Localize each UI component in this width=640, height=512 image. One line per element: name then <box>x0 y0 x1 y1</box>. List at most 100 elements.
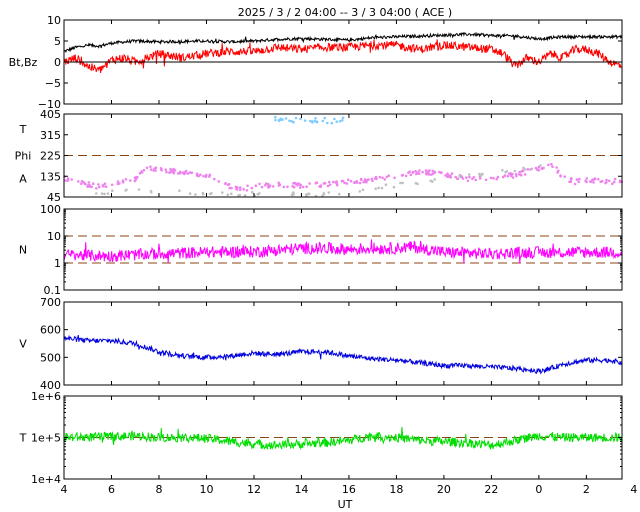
y-tick-label: 1 <box>54 257 61 270</box>
scatter-point <box>160 167 163 171</box>
x-tick-label: 18 <box>389 483 403 496</box>
scatter-point <box>424 169 428 172</box>
scatter-point <box>142 168 146 172</box>
scatter-point <box>392 185 396 189</box>
scatter-point <box>492 176 495 180</box>
scatter-point <box>373 177 377 180</box>
chart-title: 2025 / 3 / 2 04:00 -- 3 / 3 04:00 ( ACE … <box>238 6 452 19</box>
scatter-point <box>327 191 331 194</box>
panel-frame <box>63 113 623 198</box>
scatter-point <box>66 177 70 180</box>
scatter-point <box>86 185 90 188</box>
scatter-point <box>201 193 205 196</box>
scatter-point <box>293 181 297 185</box>
scatter-point <box>230 186 233 190</box>
scatter-point <box>335 120 339 123</box>
scatter-point <box>508 172 511 175</box>
scatter-point <box>358 190 362 193</box>
scatter-point <box>478 177 482 180</box>
scatter-point <box>84 182 87 186</box>
y-tick-label: 1e+4 <box>31 473 61 486</box>
scatter-point <box>319 185 323 189</box>
scatter-point <box>250 186 254 190</box>
y-tick-label: 0.1 <box>44 284 62 297</box>
scatter-point <box>290 193 294 197</box>
scatter-point <box>559 175 562 178</box>
scatter-point <box>484 178 488 182</box>
scatter-point <box>592 181 595 184</box>
scatter-point <box>296 182 299 186</box>
scatter-point <box>600 179 604 183</box>
scatter-point <box>149 168 153 171</box>
scatter-point <box>278 183 282 187</box>
panel-density: 100 10 1 0.1 N <box>19 203 623 297</box>
scatter-point <box>315 181 319 184</box>
scatter-point <box>613 180 616 184</box>
scatter-point <box>501 169 504 172</box>
scatter-point <box>91 182 95 185</box>
y-tick-label: 600 <box>40 324 61 337</box>
scatter-point <box>526 168 530 171</box>
scatter-point <box>613 177 617 181</box>
scatter-point <box>258 192 261 195</box>
scatter-point <box>87 181 91 184</box>
scatter-point <box>100 192 104 195</box>
scatter-point <box>333 117 336 121</box>
scatter-point <box>226 193 230 196</box>
scatter-point <box>153 167 156 171</box>
scatter-point <box>292 191 295 194</box>
scatter-point <box>360 178 363 181</box>
scatter-point <box>327 180 331 184</box>
scatter-point <box>118 182 121 185</box>
scatter-point <box>165 170 168 174</box>
panel-frame <box>63 301 623 386</box>
x-tick-label: 4 <box>61 483 68 496</box>
scatter-point <box>213 177 216 181</box>
scatter-point <box>251 191 254 194</box>
scatter-point <box>169 170 172 173</box>
y-tick-label: 0 <box>54 56 61 69</box>
scatter-point <box>145 166 149 170</box>
scatter-point <box>400 174 404 177</box>
scatter-point <box>563 175 566 178</box>
scatter-point <box>288 119 291 123</box>
scatter-point <box>106 192 110 195</box>
scatter-point <box>347 178 350 182</box>
scatter-point <box>349 179 353 183</box>
scatter-point <box>444 174 447 177</box>
scatter-point <box>505 170 509 173</box>
scatter-point <box>258 182 261 186</box>
scatter-point <box>204 175 208 178</box>
scatter-point <box>122 180 125 184</box>
scatter-point <box>474 178 478 182</box>
scatter-point <box>478 172 481 176</box>
scatter-point <box>133 179 137 183</box>
x-tick-label: 2 <box>583 483 590 496</box>
y-tick-label: 500 <box>40 351 61 364</box>
scatter-point <box>323 181 327 185</box>
scatter-point <box>228 186 231 190</box>
scatter-point <box>367 178 370 181</box>
scatter-point <box>322 193 326 196</box>
y-axis-label: A <box>19 173 27 186</box>
scatter-point <box>70 178 73 181</box>
scatter-point <box>110 183 114 187</box>
scatter-point <box>238 188 242 192</box>
scatter-point <box>202 174 205 178</box>
series-line-0 <box>63 31 623 54</box>
scatter-point <box>104 185 108 188</box>
scatter-point <box>80 179 84 183</box>
scatter-point <box>103 182 107 185</box>
x-tick-label: 6 <box>108 483 115 496</box>
scatter-point <box>424 172 428 175</box>
x-tick-label: 14 <box>294 483 308 496</box>
scatter-point <box>522 166 525 170</box>
scatter-point <box>299 117 302 121</box>
scatter-point <box>363 178 367 181</box>
scatter-point <box>489 176 493 180</box>
scatter-point <box>345 182 349 185</box>
scatter-point <box>194 193 197 196</box>
scatter-point <box>513 169 517 173</box>
scatter-point <box>224 182 227 186</box>
scatter-point <box>341 116 345 120</box>
